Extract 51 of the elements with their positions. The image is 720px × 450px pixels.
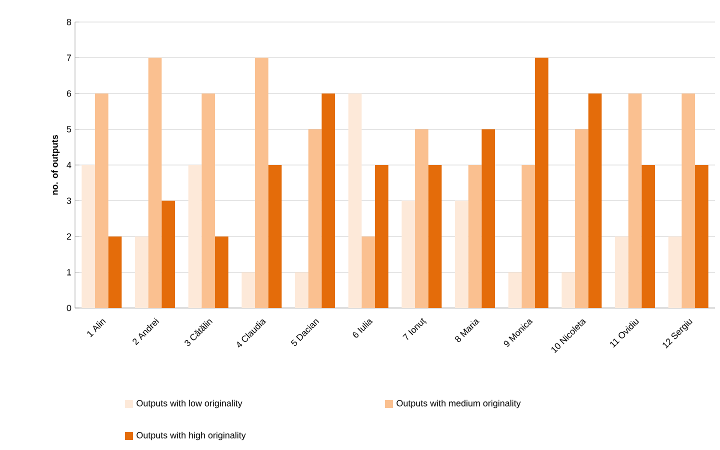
bar [82, 165, 95, 308]
bar [428, 165, 442, 308]
y-tick-label: 4 [66, 162, 72, 168]
y-tick-label: 6 [66, 90, 72, 97]
x-tick-label: 1 Alin [87, 319, 106, 338]
bar [348, 94, 362, 308]
bar [202, 94, 216, 308]
bar [482, 129, 496, 308]
bar [162, 200, 176, 308]
bar [255, 58, 268, 308]
bar [295, 272, 308, 308]
y-tick-label: 0 [66, 304, 72, 312]
y-axis-title: no. of outputs [51, 135, 60, 195]
bar [362, 236, 376, 308]
bar [508, 272, 522, 308]
legend-label: Outputs with medium originality [396, 400, 521, 408]
bar [242, 272, 256, 308]
bar [148, 58, 162, 308]
bar [522, 165, 536, 308]
bar [628, 94, 642, 308]
bar [588, 94, 602, 308]
bar [402, 200, 416, 308]
bar [455, 200, 468, 308]
legend-label: Outputs with low originality [136, 400, 242, 408]
y-tick-label: 1 [67, 269, 72, 276]
y-tick-label: 3 [66, 198, 72, 204]
bar [308, 129, 322, 308]
y-tick-label: 7 [66, 54, 72, 61]
bar [215, 236, 228, 308]
bar [322, 94, 336, 308]
bar [615, 236, 628, 308]
bar [135, 236, 148, 308]
bar [562, 272, 576, 308]
legend-label: Outputs with high originality [136, 432, 246, 440]
y-tick-label: 8 [66, 18, 72, 26]
bar [95, 94, 108, 308]
bar [682, 94, 696, 308]
bar [535, 58, 548, 308]
bar [468, 165, 482, 308]
bar [415, 129, 428, 308]
bar [375, 165, 388, 308]
bar [642, 165, 656, 308]
x-tick-label: 6 Iulia [352, 320, 373, 338]
bar [108, 236, 122, 308]
y-tick-label: 2 [66, 233, 72, 240]
bar [268, 165, 282, 308]
y-tick-label: 5 [66, 126, 72, 132]
bar [668, 236, 682, 308]
bar [188, 165, 202, 308]
bar [575, 129, 588, 308]
bar [695, 165, 708, 308]
